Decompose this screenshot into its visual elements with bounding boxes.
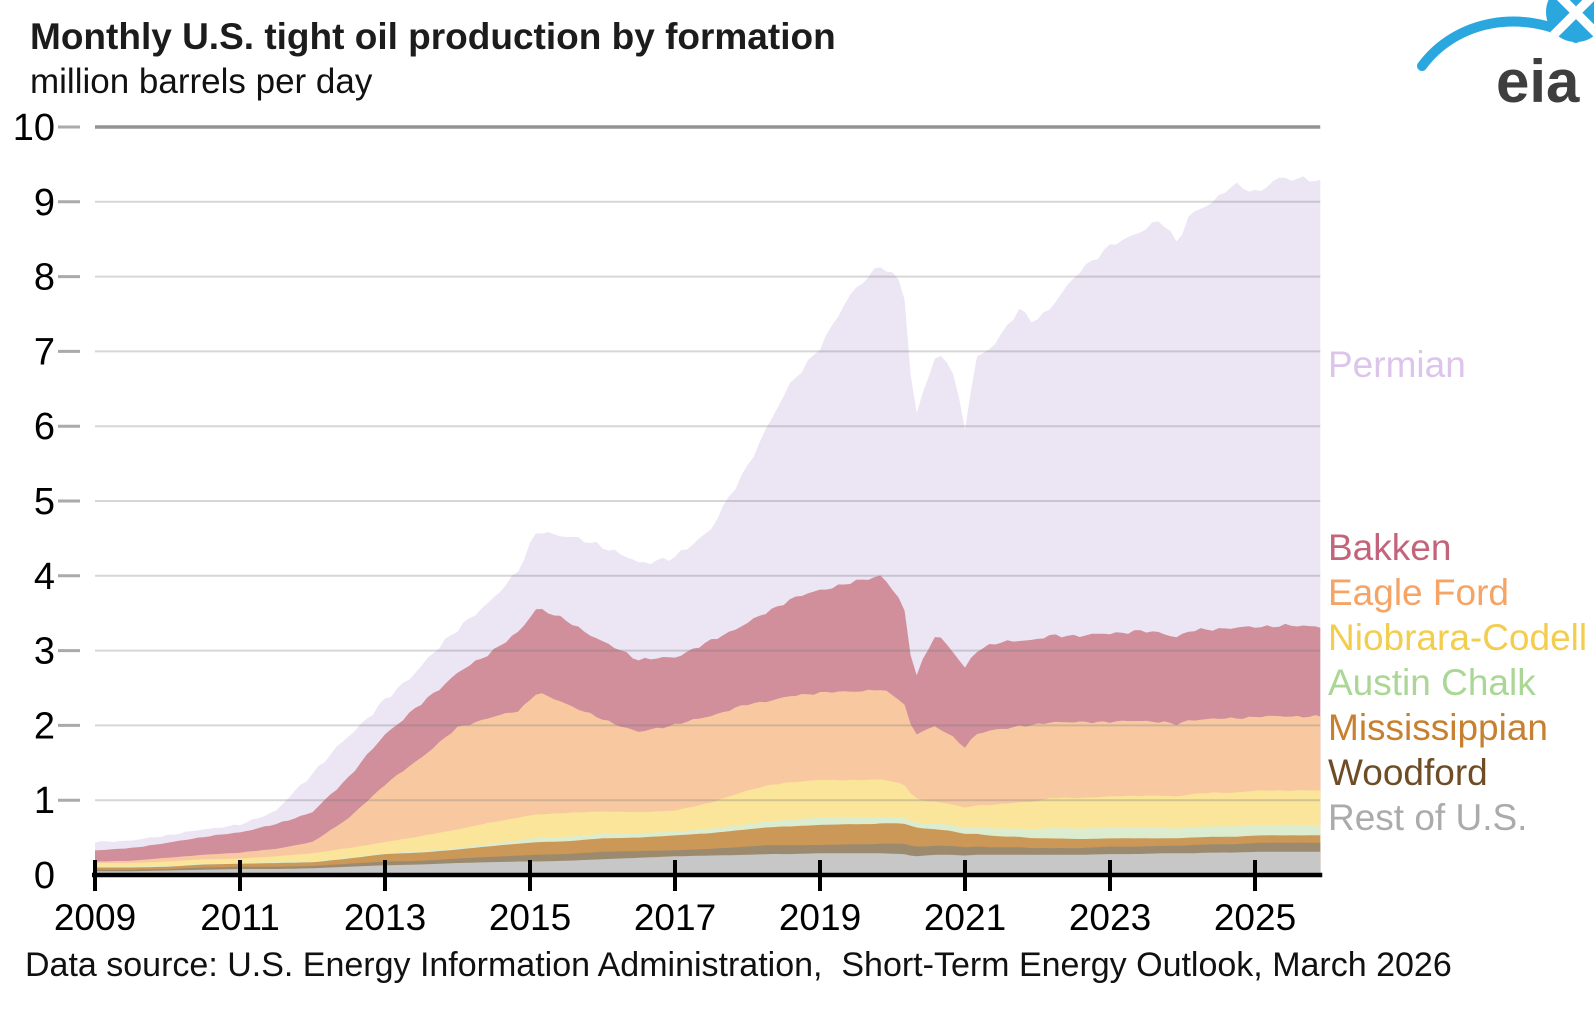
y-axis-label-10: 10: [13, 107, 55, 149]
x-axis-label-2015: 2015: [489, 897, 571, 938]
y-axis-label-6: 6: [34, 406, 55, 448]
x-axis-label-2021: 2021: [924, 897, 1006, 938]
y-axis-label-8: 8: [34, 257, 55, 299]
area-rest-of-u-s-: [95, 851, 1321, 875]
axis-labels: 0 1 2 3 4 5 6 7 8 9 10 2009 2011 2013 2015 2017 2019 2021…: [13, 107, 1296, 938]
x-axis-label-2025: 2025: [1214, 897, 1296, 938]
y-axis-label-5: 5: [34, 481, 55, 523]
y-axis-label-7: 7: [34, 331, 55, 373]
eia-logo-text: eia: [1496, 48, 1580, 115]
x-axis-label-2009: 2009: [54, 897, 136, 938]
x-axis-label-2019: 2019: [779, 897, 861, 938]
y-axis-label-9: 9: [34, 182, 55, 224]
x-axis-label-2017: 2017: [634, 897, 716, 938]
x-axis-label-2011: 2011: [200, 897, 280, 938]
y-axis-label-4: 4: [34, 556, 55, 598]
x-axis-label-2013: 2013: [344, 897, 426, 938]
y-axis-label-1: 1: [34, 780, 55, 822]
eia-logo: eia: [1417, 0, 1594, 115]
gridlines: [58, 125, 1321, 802]
y-axis-label-2: 2: [34, 705, 55, 747]
y-axis-label-3: 3: [34, 631, 55, 673]
chart-title: Monthly U.S. tight oil production by for…: [30, 16, 836, 57]
eia-corner-icon: [1546, 0, 1594, 42]
x-axis: [92, 860, 1323, 891]
chart-subtitle: million barrels per day: [30, 62, 373, 101]
y-axis-label-0: 0: [34, 855, 55, 897]
x-axis-label-2023: 2023: [1069, 897, 1151, 938]
chart-areas: [95, 176, 1321, 876]
data-source-note: Data source: U.S. Energy Information Adm…: [25, 946, 1452, 984]
